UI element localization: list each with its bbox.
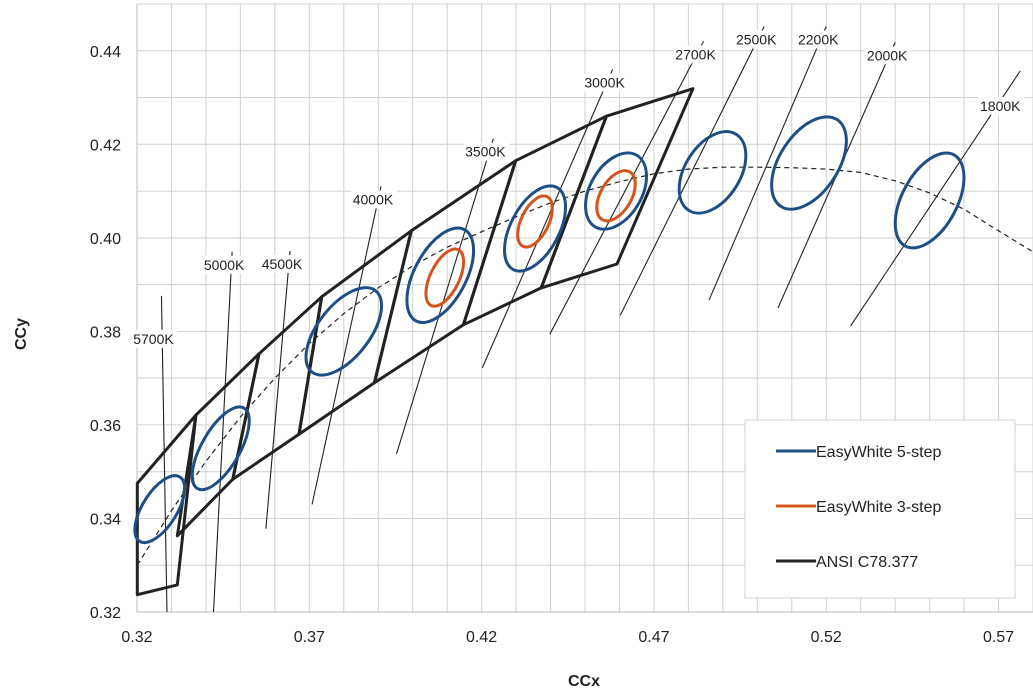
cct-label-2200k: 2200K: [796, 30, 843, 49]
cct-label-background: [796, 30, 843, 49]
legend: EasyWhite 5-step EasyWhite 3-step ANSI C78…: [744, 419, 1016, 599]
y-tick-label: 0.44: [90, 44, 121, 61]
cct-label-text: 5000K: [204, 257, 245, 273]
easywhite-5-step-ellipse: [770, 115, 848, 211]
cct-label-background: [734, 30, 781, 49]
easywhite-5-step-ellipse: [405, 226, 476, 324]
cct-label-text: 4500K: [262, 256, 303, 272]
easywhite-3-step-ellipse: [595, 169, 637, 223]
cct-label-2500k: 2500K: [734, 30, 781, 49]
cct-label-background: [865, 46, 912, 65]
cct-label-text: 2200K: [798, 31, 839, 47]
easywhite-3-step-ellipse: [424, 247, 466, 308]
ansi-quadrangle: [231, 295, 324, 481]
y-tick-label: 0.38: [90, 324, 121, 341]
easywhite-5-step-ellipse: [190, 405, 251, 492]
cct-label-background: [673, 45, 720, 64]
cct-labels-group: 5700K 5000K 4500K 4000K 3500K 3000K 2700K 2500K…: [131, 30, 1025, 348]
x-tick-label: 0.57: [983, 629, 1014, 646]
y-axis-title: CCy: [13, 318, 30, 350]
easywhite-5-step-ellipse: [304, 286, 384, 377]
cct-label-background: [202, 255, 249, 274]
x-tick-label: 0.42: [466, 629, 497, 646]
ansi-quadrangles-group: [135, 87, 695, 597]
cct-label-background: [463, 142, 510, 161]
cct-line-4500k: [265, 250, 291, 529]
cct-line-4000k: [311, 186, 382, 505]
cct-label-text: 1800K: [980, 98, 1021, 114]
easywhite-3-step-ellipse: [516, 194, 554, 249]
cct-line-2700k: [549, 41, 705, 335]
legend-label: EasyWhite 3-step: [816, 499, 941, 516]
x-tick-label: 0.32: [121, 629, 152, 646]
y-tick-label: 0.32: [90, 605, 121, 622]
x-tick-labels: 0.32 0.37 0.42 0.47 0.52 0.57: [121, 629, 1014, 646]
cct-label-3500k: 3500K: [463, 142, 510, 161]
cct-label-text: 2500K: [736, 31, 777, 47]
legend-label: EasyWhite 5-step: [816, 444, 941, 461]
easywhite-5-step-ellipse: [133, 474, 187, 545]
ansi-quadrangle: [135, 413, 198, 597]
x-tick-label: 0.47: [638, 629, 669, 646]
easywhite-5-step-group: [133, 115, 966, 545]
legend-label: ANSI C78.377: [816, 554, 918, 571]
easywhite-5-step-ellipse: [584, 151, 648, 231]
y-tick-label: 0.40: [90, 231, 121, 248]
cct-line-2200k: [708, 26, 827, 301]
cct-label-text: 2700K: [675, 46, 716, 62]
cct-label-background: [978, 96, 1025, 115]
cct-line-5000k: [212, 251, 233, 613]
cct-label-2700k: 2700K: [673, 45, 720, 64]
cct-label-1800k: 1800K: [978, 96, 1025, 115]
cct-label-background: [582, 73, 629, 92]
cct-label-5000k: 5000K: [202, 255, 249, 274]
easywhite-3-step-group: [424, 169, 637, 308]
planckian-locus: [136, 166, 1033, 566]
ansi-quadrangle: [539, 87, 695, 290]
x-tick-label: 0.52: [811, 629, 842, 646]
cct-line-2500k: [619, 26, 765, 316]
y-tick-label: 0.36: [90, 418, 121, 435]
cct-label-4500k: 4500K: [260, 254, 307, 273]
easywhite-5-step-ellipse: [677, 130, 748, 215]
easywhite-5-step-ellipse: [503, 184, 568, 273]
cct-label-3000k: 3000K: [582, 73, 629, 92]
cct-line-3000k: [481, 69, 614, 369]
planckian-locus-group: [136, 166, 1033, 566]
y-tick-labels: 0.32 0.34 0.36 0.38 0.40 0.42 0.44: [90, 44, 121, 622]
cct-label-4000k: 4000K: [350, 190, 397, 209]
cct-label-background: [131, 329, 178, 348]
cct-line-3500k: [395, 138, 494, 455]
cct-label-text: 3500K: [465, 144, 506, 160]
ansi-quadrangle: [297, 229, 413, 436]
cct-label-text: 2000K: [867, 47, 908, 63]
x-tick-label: 0.37: [294, 629, 325, 646]
easywhite-5-step-ellipse: [893, 151, 966, 250]
cct-label-text: 5700K: [133, 331, 174, 347]
cct-label-2000k: 2000K: [865, 46, 912, 65]
y-tick-label: 0.42: [90, 137, 121, 154]
cct-label-5700k: 5700K: [131, 329, 178, 348]
cct-label-background: [350, 190, 397, 209]
y-tick-label: 0.34: [90, 511, 121, 528]
cct-label-text: 3000K: [584, 74, 625, 90]
cct-label-text: 4000K: [353, 191, 394, 207]
cct-label-background: [260, 254, 307, 273]
x-axis-title: CCx: [568, 673, 600, 690]
cct-lines-group: [160, 26, 1021, 613]
